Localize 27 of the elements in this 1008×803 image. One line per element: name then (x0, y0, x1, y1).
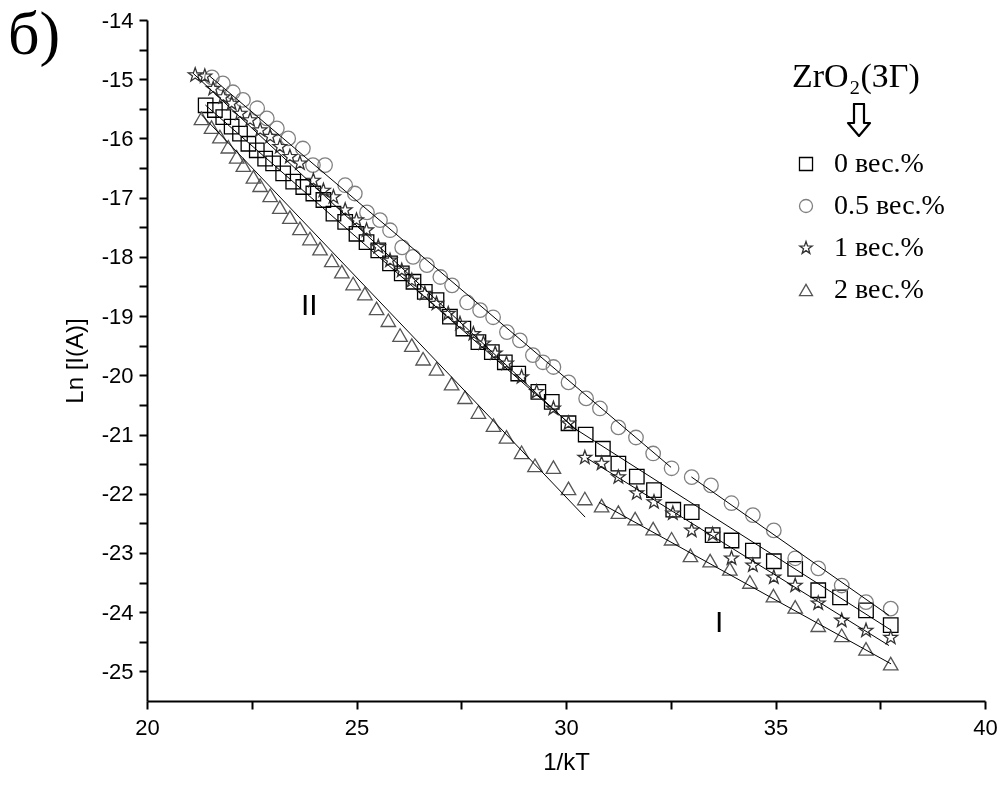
y-tick-label: -23 (101, 540, 134, 566)
y-tick-label: -25 (101, 658, 134, 684)
x-tick-label: 25 (344, 714, 370, 740)
y-tick-label: -21 (101, 422, 134, 448)
y-tick-label: -19 (101, 303, 134, 329)
y-tick-label: -16 (101, 125, 134, 151)
x-tick-label: 20 (135, 714, 160, 740)
x-axis-title: 1/kT (543, 747, 591, 775)
y-tick-label: -22 (101, 481, 134, 507)
x-tick-label: 40 (973, 714, 998, 740)
y-tick-label: -24 (101, 599, 134, 625)
y-axis-title: Ln [I(A)] (60, 318, 88, 404)
y-tick-label: -14 (101, 7, 134, 33)
y-tick-label: -17 (101, 185, 134, 211)
x-tick-label: 30 (554, 714, 579, 740)
y-tick-label: -18 (101, 244, 134, 270)
y-tick-label: -20 (101, 362, 134, 388)
legend-label: 1 вес.% (834, 231, 924, 262)
annotation: I (715, 605, 724, 638)
x-tick-label: 35 (763, 714, 789, 740)
legend-label: 2 вес.% (834, 273, 924, 304)
legend-label: 0 вес.% (834, 147, 924, 178)
legend-label: 0.5 вес.% (834, 189, 945, 220)
text: б) (8, 0, 61, 67)
y-tick-label: -15 (101, 66, 134, 92)
legend-title: ZrO₂(ЗГ) (792, 57, 920, 95)
annotation: II (301, 288, 318, 321)
